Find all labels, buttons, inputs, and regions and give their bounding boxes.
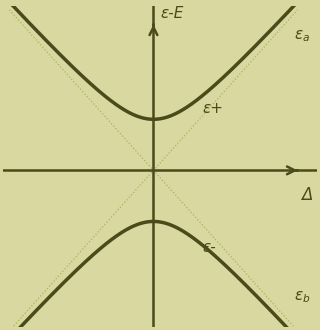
Text: ε-E: ε-E — [160, 6, 183, 21]
Text: $\varepsilon_b$: $\varepsilon_b$ — [294, 290, 311, 305]
Text: ε-: ε- — [203, 240, 216, 255]
Text: ε+: ε+ — [203, 101, 224, 115]
Text: Δ: Δ — [301, 186, 312, 204]
Text: $\varepsilon_a$: $\varepsilon_a$ — [294, 28, 310, 44]
